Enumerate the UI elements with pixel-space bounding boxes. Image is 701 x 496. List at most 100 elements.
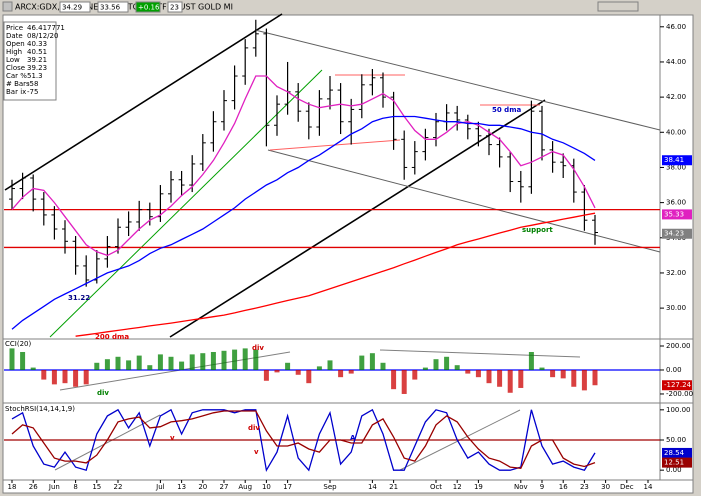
bar bbox=[592, 369, 598, 386]
value-marker bbox=[662, 380, 692, 391]
value-marker bbox=[662, 457, 692, 468]
bar bbox=[62, 369, 68, 384]
info-value: -58 bbox=[27, 80, 38, 88]
bar bbox=[136, 355, 142, 370]
x-tick-label: 8 bbox=[73, 483, 77, 491]
info-value: -75 bbox=[27, 88, 38, 96]
annotation: 200 dma bbox=[95, 333, 129, 341]
bar bbox=[263, 369, 269, 381]
bar bbox=[200, 353, 206, 370]
x-tick-label: 13 bbox=[177, 483, 186, 491]
bar bbox=[401, 369, 407, 394]
trend-line bbox=[4, 13, 283, 191]
bar bbox=[51, 369, 57, 385]
info-label: Date bbox=[6, 32, 23, 40]
annotation: 31.22 bbox=[68, 294, 90, 302]
value-marker-label: 28.54 bbox=[664, 449, 685, 457]
info-label: Bar ix bbox=[6, 88, 26, 96]
quote-value: 34.29 bbox=[62, 4, 82, 12]
annotation: div bbox=[97, 389, 109, 397]
bar bbox=[20, 351, 26, 370]
bar bbox=[30, 367, 36, 370]
stoch-line bbox=[11, 410, 596, 469]
window-icon[interactable] bbox=[2, 1, 13, 12]
bar bbox=[497, 369, 503, 387]
y-tick-label: 42.00 bbox=[666, 93, 686, 101]
bar bbox=[444, 356, 450, 370]
average-line bbox=[11, 115, 596, 330]
y-tick-label: 200.00 bbox=[666, 342, 691, 350]
bar bbox=[581, 369, 587, 391]
bar bbox=[359, 355, 365, 370]
annotation: support bbox=[522, 226, 553, 234]
annotation: A bbox=[350, 434, 356, 442]
bar bbox=[179, 361, 185, 370]
info-value: 39.23 bbox=[27, 64, 47, 72]
bar bbox=[571, 369, 577, 387]
info-value: 40.51 bbox=[27, 48, 47, 56]
trend-line bbox=[379, 349, 581, 358]
annotation: div bbox=[248, 424, 260, 432]
bar bbox=[147, 365, 153, 370]
stoch-line bbox=[11, 408, 596, 473]
bar bbox=[475, 369, 481, 378]
quote-box bbox=[167, 1, 183, 13]
bar bbox=[306, 369, 312, 384]
info-label: High bbox=[6, 48, 22, 56]
info-value: 46.417771 bbox=[27, 24, 65, 32]
value-marker bbox=[662, 209, 692, 220]
value-marker bbox=[662, 155, 692, 166]
x-tick-label: 21 bbox=[389, 483, 398, 491]
x-tick-label: 16 bbox=[559, 483, 568, 491]
x-tick-label: 19 bbox=[474, 483, 483, 491]
bar bbox=[539, 367, 545, 370]
value-marker-label: -127.24 bbox=[664, 381, 692, 389]
x-tick-label: 18 bbox=[8, 483, 17, 491]
x-tick-label: 14 bbox=[644, 483, 653, 491]
x-tick-label: 15 bbox=[92, 483, 101, 491]
value-marker bbox=[662, 447, 692, 458]
panel-title: CCI(20) bbox=[5, 340, 31, 348]
bar bbox=[528, 351, 534, 370]
bar bbox=[232, 349, 238, 370]
trend-line bbox=[169, 99, 546, 338]
info-value: 08/12/20 bbox=[27, 32, 58, 40]
info-label: Close bbox=[6, 64, 25, 72]
bar bbox=[41, 369, 47, 380]
panel-title: StochRSI(14,14,1,9) bbox=[5, 405, 75, 413]
info-value: 40.33 bbox=[27, 40, 47, 48]
value-marker-label: 35.33 bbox=[664, 210, 684, 218]
x-tick-label: 20 bbox=[198, 483, 207, 491]
bar bbox=[391, 369, 397, 390]
x-tick-label: 22 bbox=[114, 483, 123, 491]
y-tick-label: 32.00 bbox=[666, 269, 686, 277]
bar bbox=[242, 348, 248, 370]
x-tick-label: 30 bbox=[601, 483, 610, 491]
y-tick-label: 100.00 bbox=[666, 406, 691, 414]
y-tick-label: 38.00 bbox=[666, 163, 686, 171]
info-label: Car % bbox=[6, 72, 27, 80]
y-tick-label: 44.00 bbox=[666, 58, 686, 66]
plot-area bbox=[2, 14, 694, 494]
bar bbox=[348, 369, 354, 374]
info-value: 39.21 bbox=[27, 56, 47, 64]
bar bbox=[210, 351, 216, 370]
bar bbox=[507, 369, 513, 393]
quote-value: +0.16 bbox=[138, 4, 160, 12]
average-line bbox=[75, 212, 596, 337]
x-tick-label: 17 bbox=[283, 483, 292, 491]
bar bbox=[518, 369, 524, 388]
x-tick-label: Dec bbox=[620, 483, 634, 491]
window-controls[interactable] bbox=[597, 1, 639, 12]
info-box bbox=[3, 21, 57, 101]
bar bbox=[295, 369, 301, 375]
x-tick-label: Aug bbox=[238, 483, 252, 491]
bar bbox=[274, 369, 280, 373]
y-tick-label: 46.00 bbox=[666, 23, 686, 31]
bar bbox=[73, 369, 79, 387]
quote-box bbox=[59, 1, 91, 13]
info-label: Low bbox=[6, 56, 20, 64]
bar bbox=[126, 360, 132, 370]
